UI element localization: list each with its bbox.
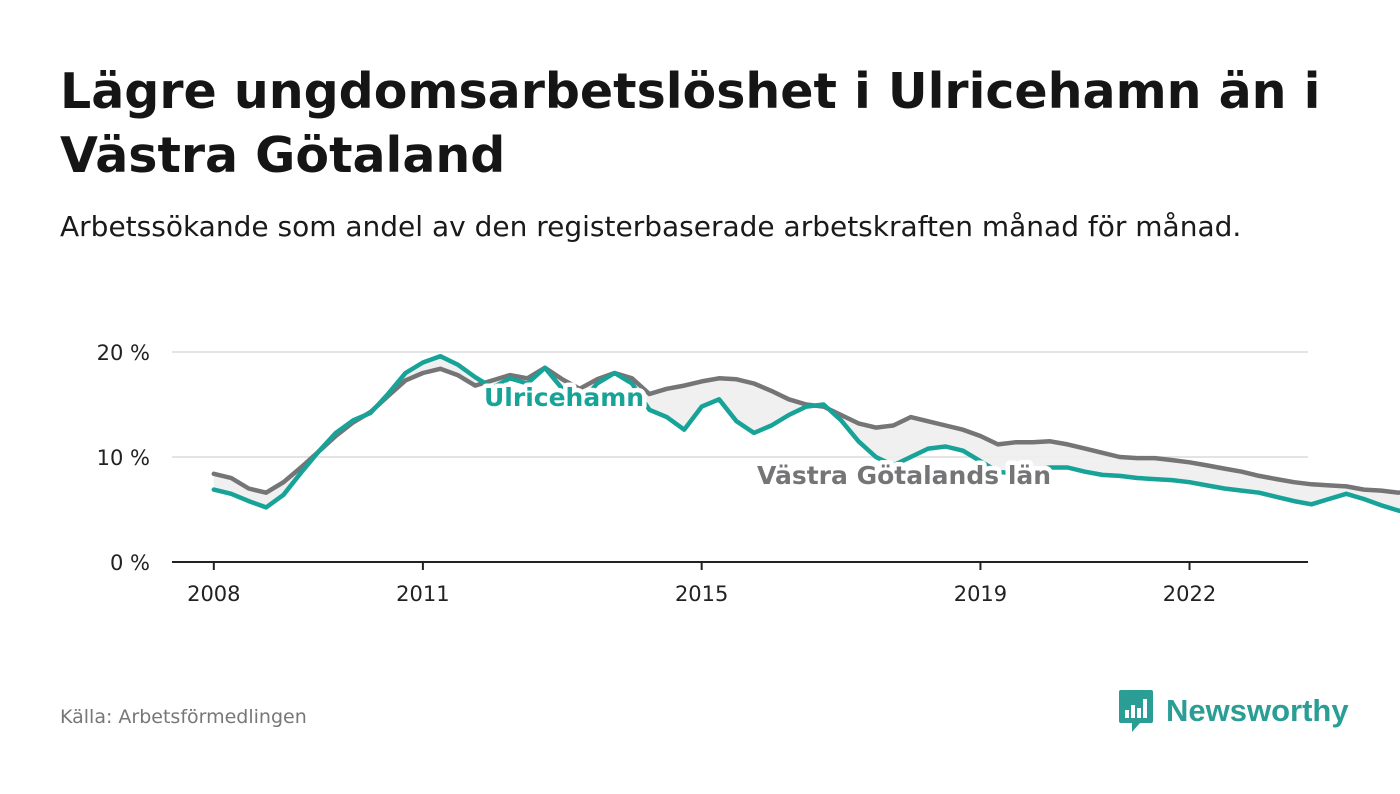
series-label-vastra-gotaland: Västra Götalands län bbox=[757, 461, 1051, 490]
y-tick-label: 10 % bbox=[97, 446, 150, 470]
brand-name: Newsworthy bbox=[1166, 693, 1349, 728]
x-tick-label: 2019 bbox=[954, 582, 1007, 606]
series-lines bbox=[211, 353, 1400, 514]
chart-subtitle: Arbetssökande som andel av den registerb… bbox=[60, 210, 1242, 243]
y-tick-label: 0 % bbox=[110, 551, 150, 575]
difference-area bbox=[213, 356, 1400, 511]
series-line-vastra-gotaland bbox=[211, 365, 1400, 495]
x-tick-label: 2011 bbox=[396, 582, 449, 606]
x-tick-label: 2008 bbox=[187, 582, 240, 606]
source-note: Källa: Arbetsförmedlingen bbox=[60, 706, 307, 728]
y-tick-label: 20 % bbox=[97, 341, 150, 365]
series-label-vastra-gotaland-halo: Västra Götalands län bbox=[757, 461, 1051, 490]
x-tick-label: 2015 bbox=[675, 582, 728, 606]
series-label-ulricehamn-halo: Ulricehamn bbox=[484, 383, 644, 412]
newsworthy-logo-icon bbox=[1119, 690, 1153, 732]
x-tick-label: 2022 bbox=[1163, 582, 1216, 606]
difference-fill bbox=[213, 356, 1400, 511]
axes: 0 % 10 % 20 % 2008 2011 2015 2019 2022 bbox=[97, 341, 1308, 606]
chart-title: Lägre ungdomsarbetslöshet i Ulricehamn ä… bbox=[60, 63, 1321, 184]
series-line-ulricehamn bbox=[211, 353, 1400, 514]
series-label-ulricehamn: Ulricehamn bbox=[484, 383, 644, 412]
brand-logo: Newsworthy bbox=[1118, 688, 1349, 734]
